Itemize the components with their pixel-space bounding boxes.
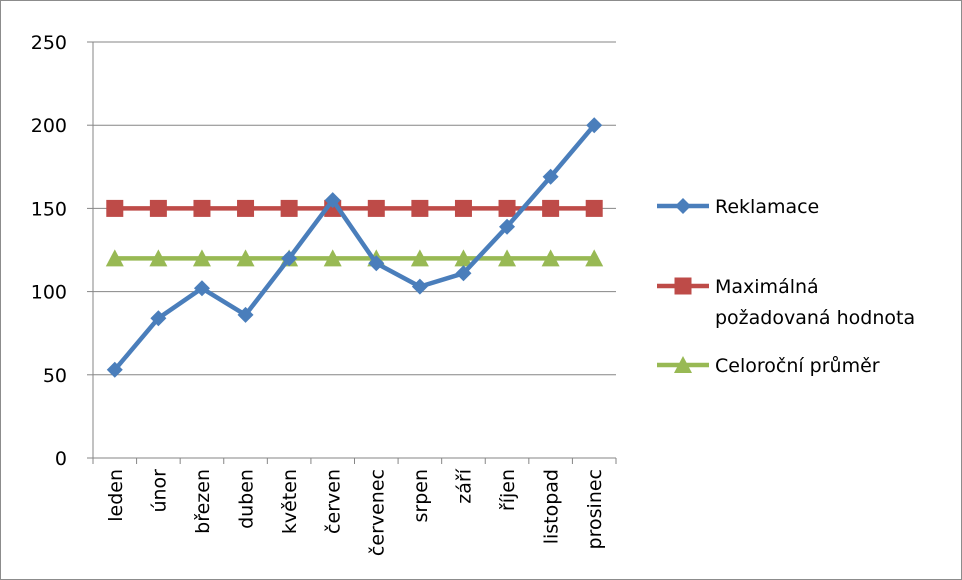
x-tick-label: květen — [279, 469, 301, 534]
y-tick-label: 0 — [55, 448, 67, 470]
series-2 — [106, 199, 603, 217]
legend-label-line: Celoroční průměr — [715, 355, 880, 377]
legend-label-line: požadovaná hodnota — [715, 307, 915, 329]
data-point — [411, 278, 428, 295]
legend-label: Maximálná požadovaná hodnota — [715, 276, 915, 329]
x-tick-label: srpen — [410, 469, 432, 523]
axes — [87, 41, 617, 464]
data-point — [499, 218, 516, 235]
data-point — [237, 306, 254, 323]
data-point — [106, 199, 124, 217]
data-point — [367, 199, 385, 217]
legend-marker — [675, 198, 691, 214]
data-point — [455, 265, 472, 282]
legend-label: Reklamace — [715, 196, 819, 218]
x-tick-label: říjen — [497, 469, 519, 511]
data-point — [498, 249, 517, 267]
y-tick-label: 100 — [31, 282, 67, 304]
data-point — [585, 199, 603, 217]
x-tick-label: prosinec — [584, 469, 606, 549]
legend-entry: Celoroční průměr — [657, 355, 880, 377]
x-tick-label: únor — [148, 469, 170, 513]
legend-entry: Maximálná požadovaná hodnota — [657, 276, 915, 329]
data-point — [542, 168, 559, 185]
data-point — [585, 249, 604, 267]
x-tick-label: červenec — [366, 469, 388, 556]
data-point — [498, 199, 516, 217]
x-tick-label: duben — [236, 469, 258, 529]
data-point — [411, 199, 429, 217]
y-tick-label: 150 — [31, 198, 67, 220]
data-point — [193, 280, 210, 297]
data-point — [410, 249, 429, 267]
data-point — [324, 192, 341, 209]
series-3 — [105, 249, 604, 267]
data-point — [193, 199, 211, 217]
data-point — [237, 199, 255, 217]
legend-entry: Reklamace — [657, 196, 819, 218]
x-tick-label: září — [453, 468, 475, 503]
data-point — [368, 255, 385, 272]
series-1 — [106, 117, 603, 378]
x-tick-label: červen — [323, 469, 345, 534]
data-point — [323, 249, 342, 267]
data-point — [105, 249, 124, 267]
data-point — [149, 199, 167, 217]
data-point — [281, 250, 298, 267]
data-point — [586, 117, 603, 134]
data-point — [280, 199, 298, 217]
legend-label-line: Maximálná — [715, 276, 819, 298]
data-point — [541, 249, 560, 267]
y-axis-ticks: 0 50 100 150 200 250 — [31, 32, 67, 470]
x-axis-ticks: leden únor březen duben květen červen červenec… — [105, 468, 606, 556]
data-point — [106, 361, 123, 378]
legend: Reklamace Maximálná požadovaná hodnota Celo… — [657, 196, 915, 377]
series-group — [105, 117, 604, 378]
legend-marker — [674, 277, 692, 295]
data-point — [192, 249, 211, 267]
legend-marker — [674, 356, 692, 373]
data-point — [454, 199, 472, 217]
y-tick-label: 250 — [31, 32, 67, 54]
data-point — [150, 310, 167, 327]
y-tick-label: 50 — [43, 365, 67, 387]
legend-label: Celoroční průměr — [715, 355, 880, 377]
x-tick-label: březen — [192, 469, 214, 534]
series-line — [113, 123, 596, 372]
data-point — [454, 249, 473, 267]
data-point — [149, 249, 168, 267]
data-point — [236, 249, 255, 267]
y-tick-label: 200 — [31, 115, 67, 137]
legend-label-line: Reklamace — [715, 196, 819, 218]
data-point — [542, 199, 560, 217]
x-tick-label: leden — [105, 469, 127, 522]
x-tick-label: listopad — [541, 469, 563, 544]
